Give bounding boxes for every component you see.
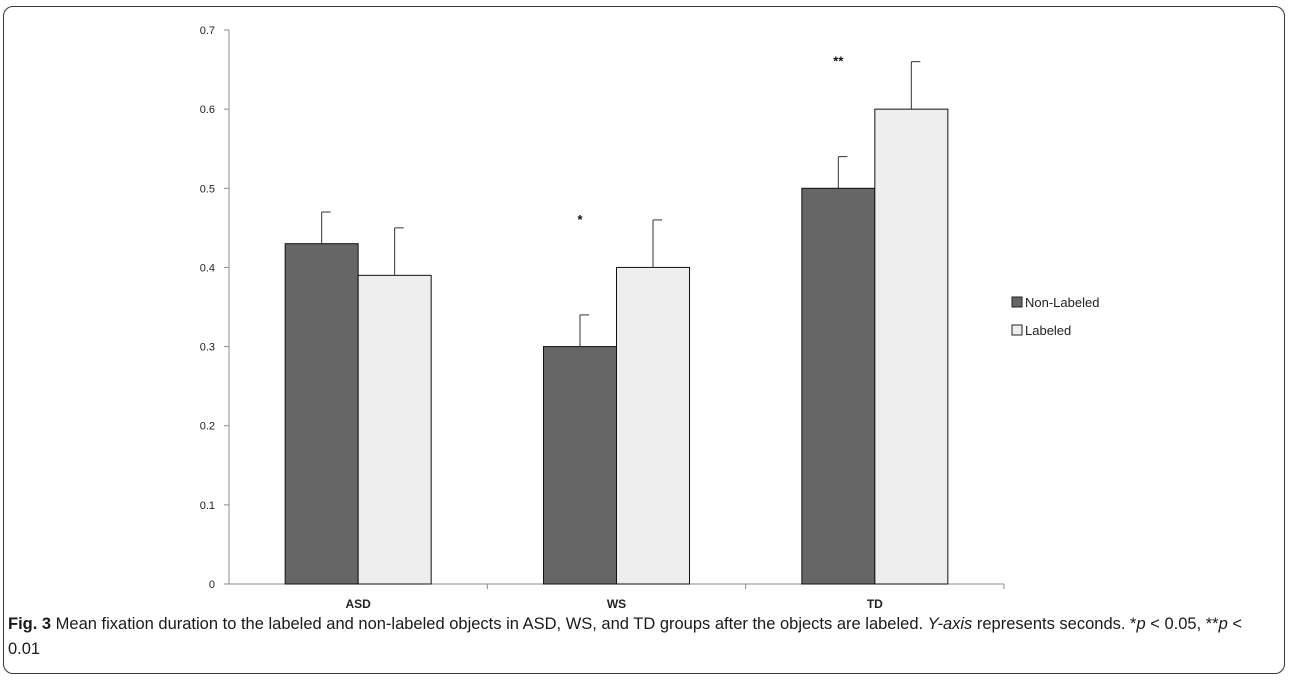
y-tick-label: 0.1: [200, 500, 215, 512]
legend-label: Non-Labeled: [1025, 295, 1099, 310]
caption-text-3: < 0.05, **: [1145, 615, 1219, 633]
x-tick-label: TD: [867, 597, 883, 610]
bar-labeled: [357, 274, 432, 585]
figure-caption: Fig. 3 Mean fixation duration to the lab…: [8, 612, 1278, 662]
y-tick-label: 0.2: [200, 421, 215, 433]
significance-marker: *: [577, 212, 583, 227]
caption-p-symbol-1: p: [1136, 615, 1146, 633]
caption-axis-name: Y-axis: [927, 615, 973, 633]
significance-marker: **: [833, 54, 844, 69]
caption-p-symbol-2: p: [1218, 615, 1228, 633]
bar-non-labeled: [284, 243, 359, 585]
legend-swatch-non-labeled: [1011, 296, 1023, 308]
bar-labeled: [874, 108, 949, 585]
y-tick-label: 0.3: [200, 342, 215, 354]
y-tick-label: 0.4: [200, 262, 215, 274]
figure-label: Fig. 3: [8, 615, 52, 633]
x-tick-label: ASD: [345, 597, 371, 610]
x-tick-label: WS: [607, 597, 626, 610]
bar-labeled: [616, 266, 690, 585]
bar-non-labeled: [543, 346, 617, 585]
y-tick-label: 0.5: [200, 183, 215, 195]
legend-swatch-labeled: [1011, 324, 1023, 336]
bar-non-labeled: [801, 187, 876, 585]
caption-text-4: < 0.01: [8, 615, 1243, 658]
y-tick-label: 0.7: [200, 25, 215, 37]
y-tick-label: 0: [209, 579, 215, 591]
caption-text-1: Mean fixation duration to the labeled an…: [51, 615, 928, 633]
caption-text-2: represents seconds. *: [972, 615, 1137, 633]
legend-label: Labeled: [1025, 323, 1071, 338]
y-tick-label: 0.6: [200, 104, 215, 116]
bar-chart: 0 0.1 0.2 0.3 0.4 0.5 0.6 0.7 ASD WS * TD ** Non-Labe…: [200, 25, 1100, 610]
